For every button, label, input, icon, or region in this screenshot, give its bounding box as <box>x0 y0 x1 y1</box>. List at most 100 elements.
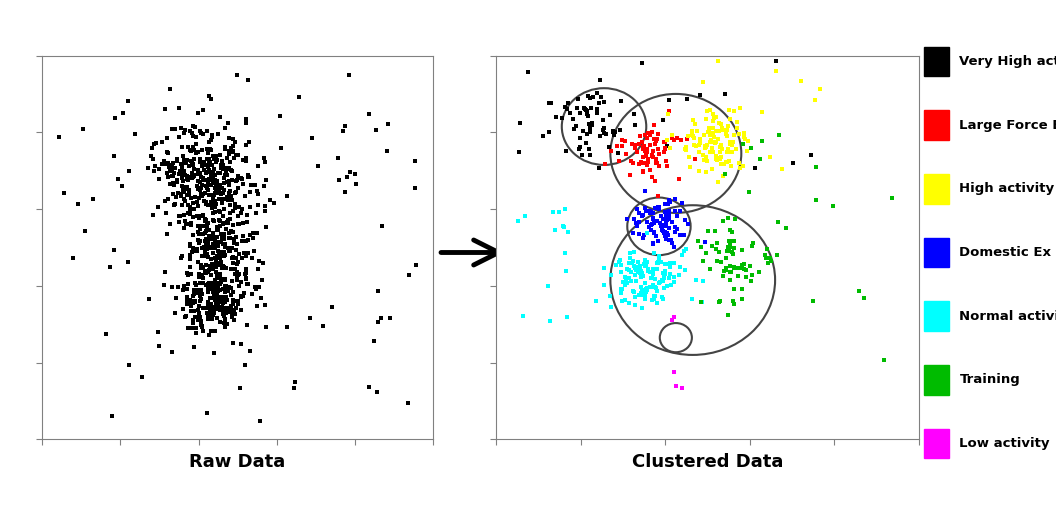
Point <box>204 288 221 296</box>
Point <box>227 199 244 208</box>
Point <box>214 262 231 270</box>
Point <box>185 173 202 181</box>
Point <box>378 147 395 156</box>
Point <box>663 218 680 226</box>
Point <box>644 209 661 217</box>
Point <box>673 136 690 144</box>
Point <box>159 149 176 158</box>
X-axis label: Raw Data: Raw Data <box>189 453 286 471</box>
Point <box>699 141 716 149</box>
Point <box>193 322 210 330</box>
Point <box>176 171 193 179</box>
Point <box>159 173 176 181</box>
Point <box>192 190 209 198</box>
Point <box>635 145 652 153</box>
Point <box>768 57 785 65</box>
Point <box>656 229 673 237</box>
Point <box>186 314 203 322</box>
Point <box>202 232 219 240</box>
Point <box>666 223 683 231</box>
Point <box>678 95 695 103</box>
Point <box>227 265 244 273</box>
Point <box>166 200 183 209</box>
Point <box>76 227 93 235</box>
Point <box>193 290 210 298</box>
Point <box>622 277 639 285</box>
Point <box>692 135 709 143</box>
Point <box>164 348 181 357</box>
Point <box>709 157 725 165</box>
Point <box>534 132 551 140</box>
Point <box>658 219 675 227</box>
Point <box>721 237 738 245</box>
Point <box>64 254 81 262</box>
Point <box>644 265 661 273</box>
Point <box>603 147 620 156</box>
Point <box>643 221 660 229</box>
Point <box>193 271 210 279</box>
Point <box>171 218 188 226</box>
Point <box>719 214 736 222</box>
Point <box>214 311 231 319</box>
Point <box>638 144 655 153</box>
Point <box>206 154 223 162</box>
Point <box>75 125 92 133</box>
Point <box>215 235 232 243</box>
Point <box>209 185 226 193</box>
Point <box>661 96 678 104</box>
Point <box>222 302 239 310</box>
Point <box>650 254 667 262</box>
Point <box>645 240 662 248</box>
Point <box>705 129 722 137</box>
Point <box>803 151 819 159</box>
Point <box>200 201 216 209</box>
Point <box>211 187 228 195</box>
Point <box>659 136 676 144</box>
Point <box>223 227 240 235</box>
Point <box>209 187 226 195</box>
Point <box>206 349 223 358</box>
Point <box>723 247 740 256</box>
Point <box>641 166 658 174</box>
Point <box>196 217 213 225</box>
Point <box>209 156 226 164</box>
Point <box>725 131 742 139</box>
Point <box>200 280 216 288</box>
Point <box>207 263 224 271</box>
Point <box>191 212 208 220</box>
Point <box>811 84 828 92</box>
Point <box>238 158 254 166</box>
Point <box>290 92 307 100</box>
Point <box>187 324 204 332</box>
Point <box>175 305 192 313</box>
Point <box>195 166 212 174</box>
Point <box>665 136 682 144</box>
Point <box>229 261 246 269</box>
Point <box>216 145 233 153</box>
Point <box>223 227 240 235</box>
Point <box>686 120 703 128</box>
Point <box>623 140 640 148</box>
Point <box>624 159 641 167</box>
Point <box>193 244 210 252</box>
Point <box>229 268 246 276</box>
Point <box>205 172 222 180</box>
Point <box>200 149 216 157</box>
Point <box>621 259 638 267</box>
Point <box>634 290 650 298</box>
Point <box>218 309 234 317</box>
Point <box>158 148 175 157</box>
Point <box>639 229 656 237</box>
Point <box>592 93 609 102</box>
Point <box>638 261 655 269</box>
Point <box>724 250 741 258</box>
Point <box>639 148 656 156</box>
Point <box>716 170 733 178</box>
Point <box>211 113 228 121</box>
Point <box>205 305 222 313</box>
Point <box>617 273 634 281</box>
Point <box>369 387 385 395</box>
Point <box>184 244 201 252</box>
Point <box>622 254 639 262</box>
Point <box>573 151 590 159</box>
